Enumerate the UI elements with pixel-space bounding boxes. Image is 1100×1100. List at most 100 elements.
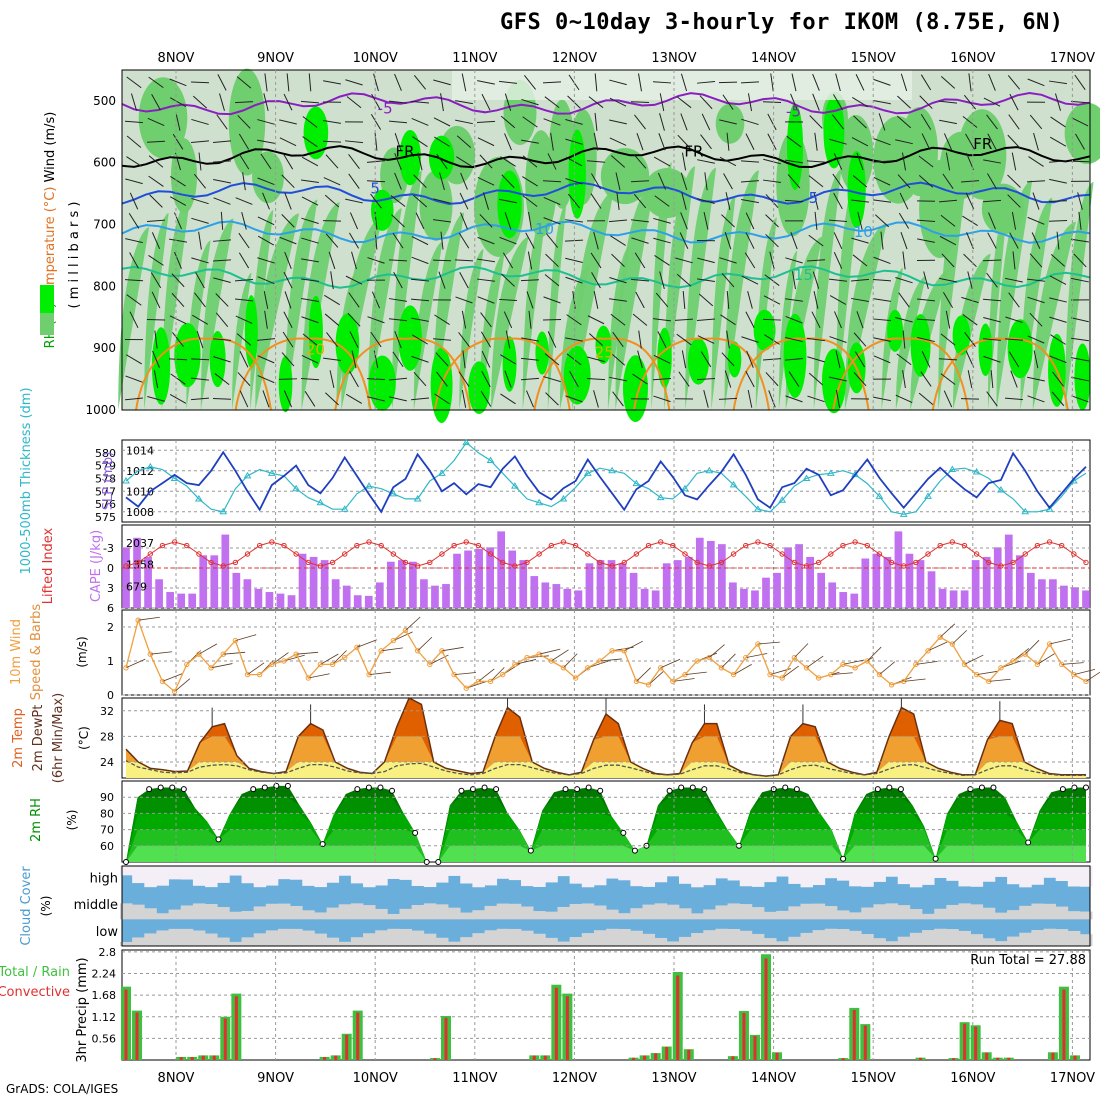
y-tick-label: 1000 [85, 403, 116, 417]
li-marker [803, 563, 810, 569]
wind-barb [126, 135, 142, 148]
wind-barb [1031, 232, 1041, 249]
cloud-cell [545, 911, 558, 920]
wind-barb [921, 133, 931, 151]
wind-barb [501, 273, 515, 287]
wind10-ylabel: 10m Wind [9, 619, 24, 685]
wind-barb [125, 178, 143, 185]
li-marker [305, 559, 311, 566]
cape-bar [629, 572, 638, 608]
precip-conv-bar [753, 1035, 757, 1060]
cloud-cell [302, 866, 315, 886]
temp2m-unit: (°C) [77, 726, 91, 750]
wind-barb [193, 173, 207, 189]
wind-barb [480, 331, 492, 348]
wind-barb-10m [830, 672, 853, 675]
wind-barb [610, 155, 626, 168]
wind-barb [855, 74, 865, 91]
wind-barb [612, 391, 624, 407]
wind-barb [697, 198, 715, 204]
y-tick-label: 600 [93, 156, 116, 170]
cloud-cell [399, 928, 412, 946]
cape-bar [751, 590, 759, 608]
cape-bar [916, 560, 925, 608]
cape-bar [276, 593, 285, 608]
wind-barb [785, 159, 803, 164]
wind-barb-10m [781, 665, 799, 679]
cloud-cell [1067, 866, 1081, 887]
wind-barb-10m [866, 646, 882, 662]
wind-marker [937, 634, 943, 640]
cape-bar [177, 593, 186, 608]
wind-barb [697, 335, 715, 344]
thickness-marker [656, 493, 665, 501]
precip-conv-bar [974, 1026, 978, 1060]
wind-barb [220, 211, 224, 230]
rh-high-region [657, 327, 672, 388]
cloud-cell [253, 933, 267, 946]
cloud-cell [1043, 903, 1057, 920]
cloud-cell [569, 903, 583, 920]
wind-barb [412, 136, 428, 148]
li-marker [694, 559, 700, 566]
wind-barb [806, 160, 826, 163]
wind-barb-10m [210, 663, 233, 669]
wind-barb [741, 118, 759, 126]
wind-barb [283, 93, 293, 111]
wind-barb [394, 133, 402, 151]
li-marker [670, 542, 676, 549]
wind-barb [544, 96, 560, 109]
wind-barb [1026, 180, 1046, 183]
li-marker [828, 551, 834, 557]
wind-barb [521, 337, 539, 342]
wind-barb [349, 232, 359, 249]
temperature-contour [121, 145, 1091, 169]
wind-barb [1011, 152, 1017, 171]
wind-barb [325, 154, 339, 169]
li-marker [755, 539, 761, 545]
wind-barb [788, 371, 800, 387]
cloud-cell [557, 866, 570, 877]
wind-barb [1071, 117, 1089, 127]
cape-bar [806, 556, 814, 608]
wind-barb [498, 298, 518, 301]
wind-barb [257, 375, 275, 384]
wind-barb [965, 133, 975, 150]
wind-barb [807, 337, 825, 342]
wind-barb [302, 116, 318, 128]
cloud-cell [776, 866, 789, 877]
rh-mid-region [785, 236, 823, 410]
wind-barb [1007, 194, 1021, 208]
wind-barb [680, 73, 688, 92]
wind-barb [634, 252, 646, 269]
thickness-marker [948, 465, 957, 472]
cloud-cell [958, 903, 971, 920]
wind-barb [481, 370, 491, 388]
cloud-cell [192, 903, 206, 920]
y-tick-label-li: 3 [107, 582, 114, 595]
wind-barb [413, 372, 427, 387]
y-tick-label-cape: 2037 [126, 537, 154, 550]
wind-barb [522, 195, 538, 207]
svg-text:Cloud Cover: Cloud Cover [19, 866, 34, 946]
wind-barb [880, 231, 884, 250]
wind-barb [301, 316, 319, 324]
wind-barb [1054, 93, 1062, 111]
cloud-cell [581, 903, 595, 920]
wind-barb [630, 278, 650, 282]
wind-barb [786, 135, 802, 148]
wind-barb [542, 81, 562, 84]
wind-barb [150, 272, 162, 289]
footer-credit: GrADS: COLA/IGES [6, 1082, 119, 1096]
li-marker [317, 563, 324, 569]
y-tick-label-thickness: 580 [95, 447, 116, 460]
wind-marker [864, 658, 870, 664]
li-marker [439, 551, 445, 557]
cloud-cell [739, 930, 753, 946]
rh2m-marker [597, 787, 604, 794]
wind-barb [594, 73, 598, 92]
wind-barb [129, 192, 139, 210]
li-marker [815, 559, 822, 566]
wind-barb [873, 396, 891, 402]
wind-barb [237, 115, 251, 129]
